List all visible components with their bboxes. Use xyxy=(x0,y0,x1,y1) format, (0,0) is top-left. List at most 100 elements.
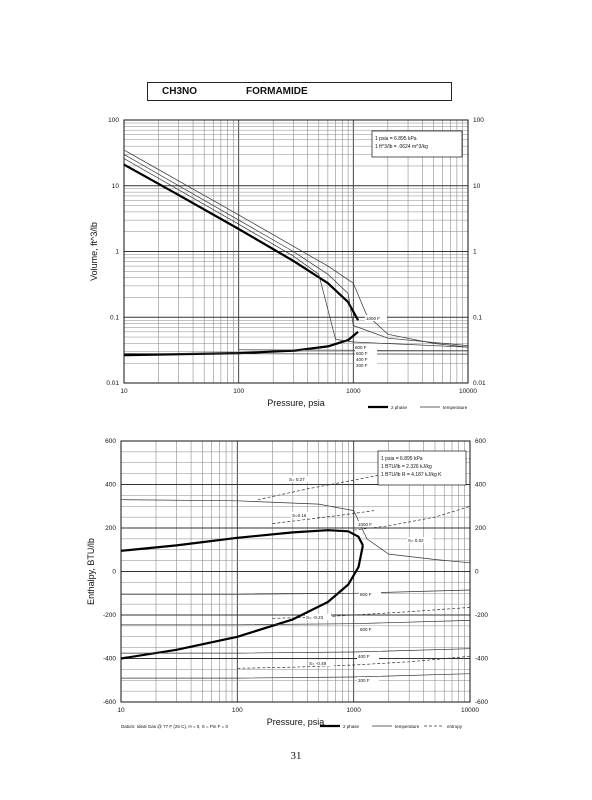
chart2-y-tick-label: 0 xyxy=(112,569,116,576)
chart2-legend-label: entropy xyxy=(447,724,463,729)
chart1-x-tick-label: 10000 xyxy=(459,388,477,395)
chart2-isotherm-label-bg xyxy=(357,653,379,659)
chart2-legend-label: temperature xyxy=(395,724,420,729)
chart2-isotherm-label-bg xyxy=(359,626,381,632)
chart2-isotherm-label-bg xyxy=(357,677,379,683)
chart1-right-y-tick-label: 100 xyxy=(473,117,484,124)
chart2-conversion-text: 1 BTU/lb R = 4.187 kJ/kg K xyxy=(381,472,442,478)
chart1-isotherm-label-bg xyxy=(354,344,376,350)
chart2-x-axis-label: Pressure, psia xyxy=(267,717,325,727)
chart2-isotherm-line xyxy=(121,673,471,679)
chart2-two-phase-envelope xyxy=(120,545,364,660)
chart2-y-tick-label: 600 xyxy=(105,438,116,445)
chart2-entropy-label: S= -0.23 xyxy=(306,615,324,620)
chart1-right-y-tick-label: 0.1 xyxy=(473,314,482,321)
chart2-isotherm-label: 200 F xyxy=(358,678,370,683)
chart2-isotherm-label: 1000 F xyxy=(358,522,372,527)
chart1-x-tick-label: 1000 xyxy=(346,388,361,395)
chart2-entropy-label-bg xyxy=(291,512,317,518)
chart2-entropy-label-bg xyxy=(305,614,331,620)
chart2-isotherm-line xyxy=(121,620,471,626)
chart2-x-tick-label: 10 xyxy=(117,707,125,714)
page-number: 31 xyxy=(290,750,302,762)
chart2-isotherm-label-bg xyxy=(359,591,381,597)
chart2-entropy-label-bg xyxy=(407,537,433,543)
chart2-entropy-line xyxy=(237,655,471,669)
chart2-right-y-tick-label: 0 xyxy=(475,569,479,576)
chart1-right-y-tick-label: 10 xyxy=(473,183,481,190)
compound-name: FORMAMIDE xyxy=(246,86,308,97)
chart1-y-tick-label: 0.01 xyxy=(106,380,119,387)
chart1-conversion-box xyxy=(371,130,463,158)
chart1-two-phase-envelope xyxy=(123,163,360,321)
chart2-entropy-label: S= 0.27 xyxy=(289,477,305,482)
chart1-isotherm-label-bg xyxy=(355,362,377,368)
chart2-isotherm-line xyxy=(121,589,471,595)
chart2-footnote: Datum: Ideal Gas @ 77 F (25 C), H = 0, S… xyxy=(121,724,228,729)
chart1-isotherm-label-bg xyxy=(355,350,377,356)
chart1-y-tick-label: 0.1 xyxy=(110,314,119,321)
chart2-conversion-text: 1 BTU/lb = 2.326 kJ/kg xyxy=(381,464,432,470)
chart2-y-axis-label: Enthalpy, BTU/lb xyxy=(86,538,96,605)
chart2-isotherm-label: 800 F xyxy=(360,592,372,597)
chart2-right-y-tick-label: -400 xyxy=(475,656,488,663)
chart2-y-tick-label: -400 xyxy=(103,656,116,663)
chart1-isotherm-label: 600 F xyxy=(356,351,368,356)
chart2-isotherm-label: 400 F xyxy=(358,654,370,659)
chart1-right-y-tick-label: 1 xyxy=(473,249,477,256)
chart1-isotherm-label: 800 F xyxy=(355,345,367,350)
chart1-isotherm-line xyxy=(123,154,469,346)
chart2-isotherm-line xyxy=(121,648,471,654)
chart1-isotherm-line xyxy=(238,349,469,352)
chart1-y-axis-label: Volume, ft^3/lb xyxy=(89,222,99,281)
chart2-two-phase-envelope xyxy=(120,529,364,552)
chart2-isotherm-label-bg xyxy=(357,521,379,527)
chart1-isotherm-line xyxy=(123,158,469,348)
chart1-y-tick-label: 1 xyxy=(115,249,119,256)
chart2-y-tick-label: -200 xyxy=(103,612,116,619)
chart2-right-y-tick-label: 200 xyxy=(475,525,486,532)
chart1-isotherm-label: 200 F xyxy=(356,363,368,368)
chart2-entropy-line xyxy=(353,505,471,531)
chart1-x-axis-label: Pressure, psia xyxy=(267,398,325,408)
chart2-legend-label: 2 phase xyxy=(343,724,360,729)
chart1-plot-frame xyxy=(123,119,469,384)
chart1-conversion-text: 1 ft^3/lb = .0624 m^3/kg xyxy=(375,144,428,150)
chart2-plot-frame xyxy=(120,440,471,703)
chart2-right-y-tick-label: 400 xyxy=(475,482,486,489)
chart2-entropy-label: S= -0.49 xyxy=(309,661,327,666)
chart2-y-tick-label: -600 xyxy=(103,699,116,706)
chart1-legend-label: temperature xyxy=(443,405,468,410)
chart1-x-tick-label: 10 xyxy=(120,388,128,395)
chart2-y-tick-label: 400 xyxy=(105,482,116,489)
chart2-entropy-line xyxy=(272,607,471,619)
chart1-isotherm-label-bg xyxy=(365,315,387,321)
chart1-isotherm-line xyxy=(123,149,469,348)
chemical-formula: CH3NO xyxy=(162,86,198,97)
chart2-right-y-tick-label: -600 xyxy=(475,699,488,706)
chart1-y-tick-label: 100 xyxy=(108,117,119,124)
chart2-x-tick-label: 10000 xyxy=(461,707,479,714)
chart2-conversion-text: 1 psia = 6.895 kPa xyxy=(381,456,423,462)
chart2-x-tick-label: 100 xyxy=(232,707,243,714)
chart2-conversion-box xyxy=(377,450,467,486)
chart2-entropy-label: S= 0.02 xyxy=(408,538,424,543)
chart2-x-tick-label: 1000 xyxy=(346,707,361,714)
chart1-y-tick-label: 10 xyxy=(112,183,120,190)
chart2-isotherm-label: 600 F xyxy=(360,627,372,632)
chart2-entropy-line xyxy=(272,510,375,524)
chart2-right-y-tick-label: 600 xyxy=(475,438,486,445)
chart1-legend-label: 2 phase xyxy=(391,405,408,410)
chart1-isotherm-line xyxy=(123,353,469,355)
chart2-entropy-label: S=0.16 xyxy=(292,513,307,518)
chart2-entropy-label-bg xyxy=(308,660,334,666)
chart1-right-y-tick-label: 0.01 xyxy=(473,380,486,387)
chart2-right-y-tick-label: -200 xyxy=(475,612,488,619)
chart1-isotherm-label-bg xyxy=(355,356,377,362)
title-box: CH3NO FORMAMIDE xyxy=(147,82,452,101)
chart1-conversion-text: 1 psia = 6.895 kPa xyxy=(375,136,417,142)
chart1-isotherm-label: 400 F xyxy=(356,357,368,362)
chart2-y-tick-label: 200 xyxy=(105,525,116,532)
chart2-entropy-label-bg xyxy=(288,476,314,482)
